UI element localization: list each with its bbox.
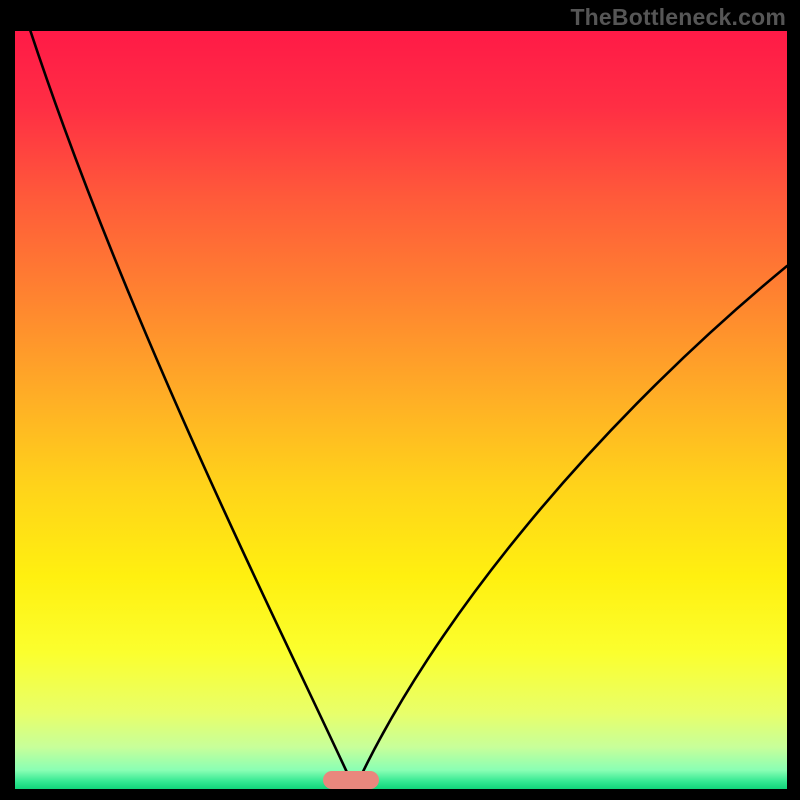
plot-area [15, 31, 787, 789]
bottleneck-curve [30, 31, 787, 789]
curve-layer [15, 31, 787, 789]
optimum-marker [323, 771, 379, 788]
watermark-text: TheBottleneck.com [570, 4, 786, 31]
